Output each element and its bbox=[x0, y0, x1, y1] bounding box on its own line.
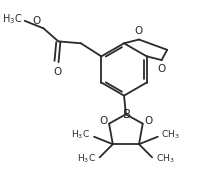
Text: O: O bbox=[99, 116, 107, 126]
Text: H$_3$C: H$_3$C bbox=[71, 129, 90, 141]
Text: O: O bbox=[158, 64, 166, 74]
Text: CH$_3$: CH$_3$ bbox=[156, 153, 174, 165]
Text: O: O bbox=[53, 67, 62, 77]
Text: H$_3$C: H$_3$C bbox=[2, 12, 22, 26]
Text: O: O bbox=[32, 15, 41, 26]
Text: O: O bbox=[135, 26, 143, 36]
Text: CH$_3$: CH$_3$ bbox=[161, 129, 180, 141]
Text: H$_3$C: H$_3$C bbox=[77, 153, 96, 165]
Text: B: B bbox=[123, 108, 131, 121]
Text: O: O bbox=[145, 116, 153, 126]
